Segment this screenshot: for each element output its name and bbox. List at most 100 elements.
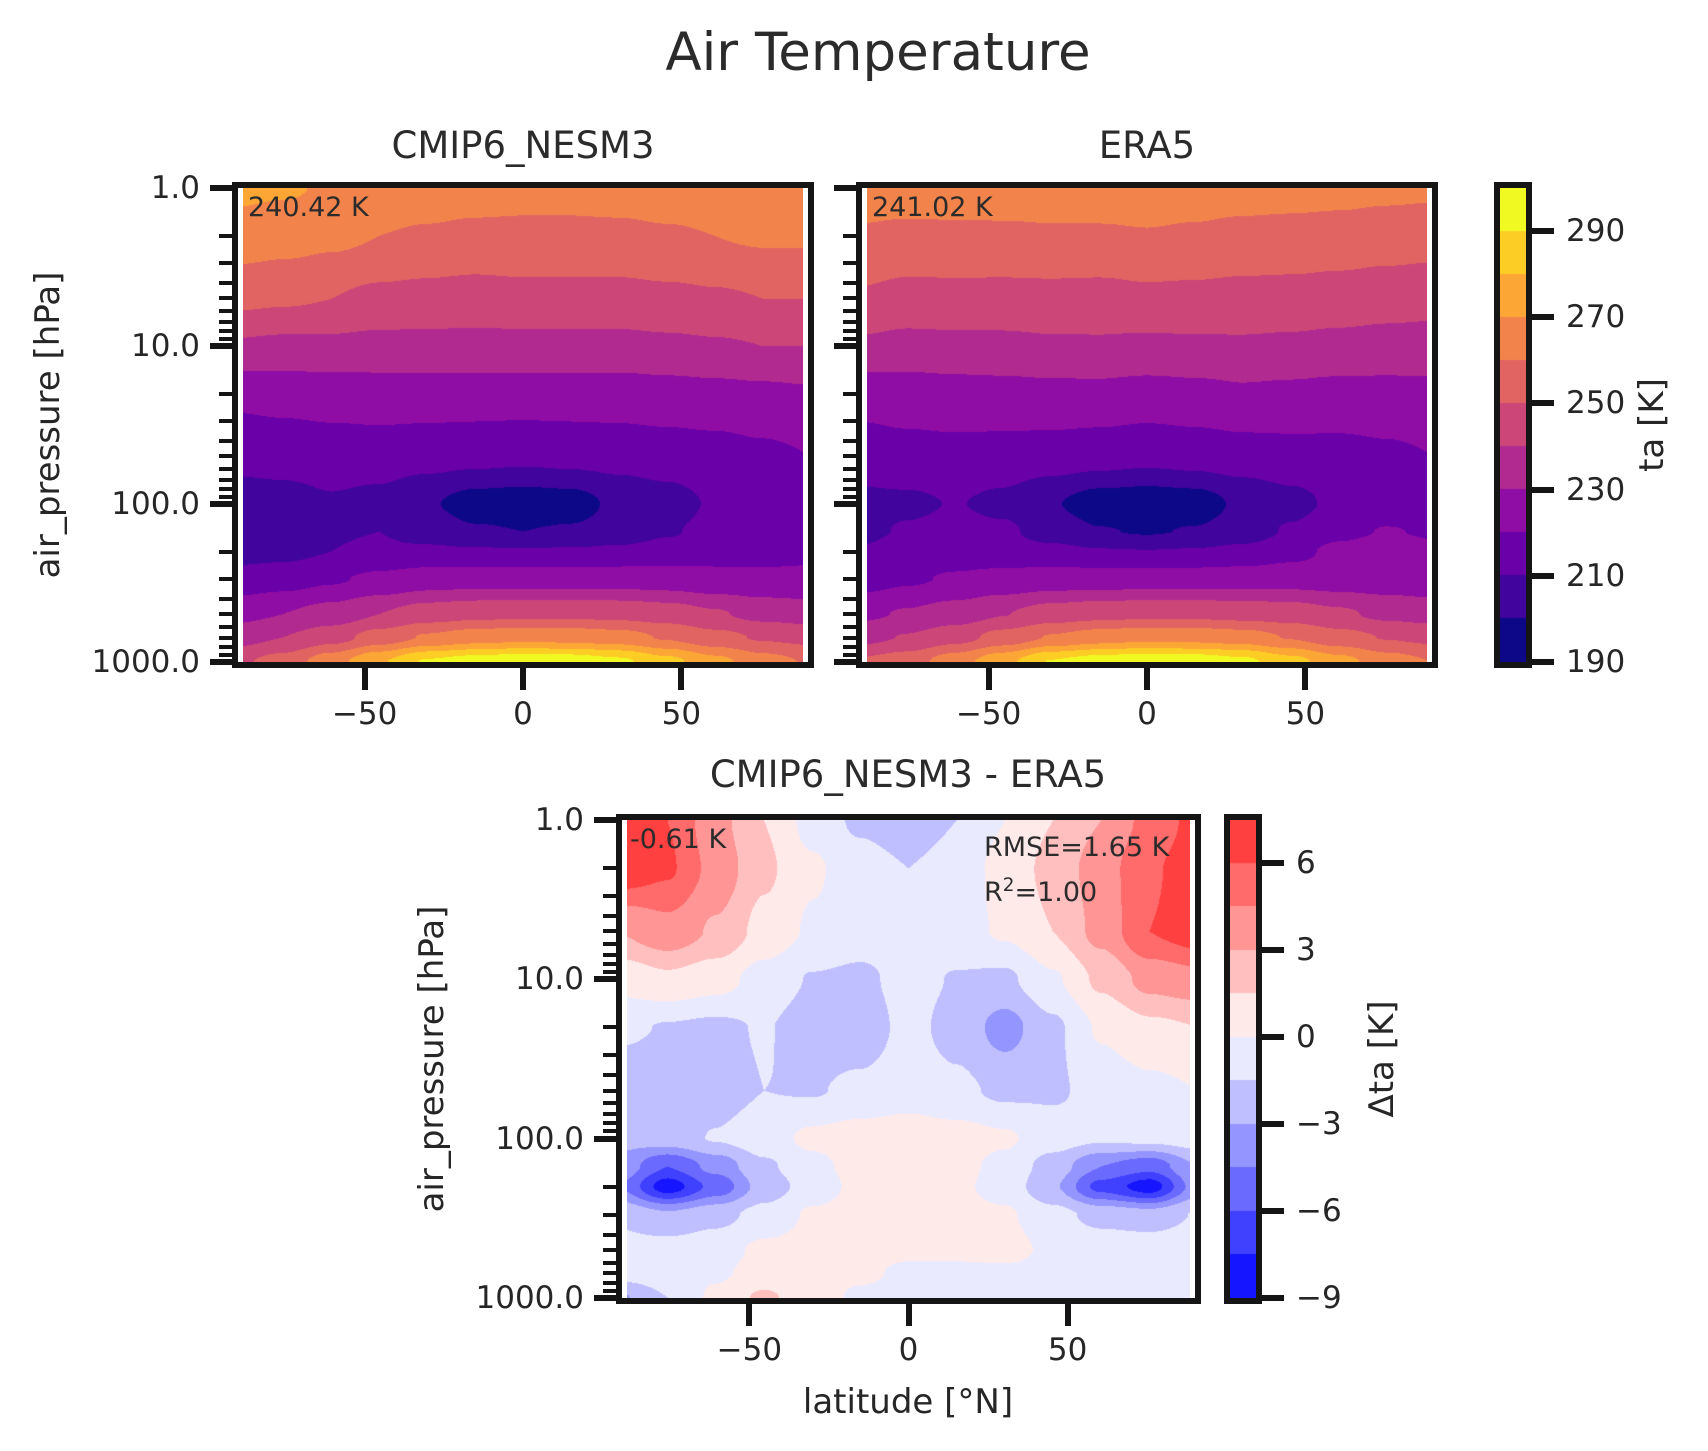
cbar-dta-tick <box>1262 947 1284 954</box>
cbar-ta-tick <box>1532 400 1554 407</box>
cbar-dta-tick-label: 0 <box>1296 1019 1316 1056</box>
panel-title-era5: ERA5 <box>1098 124 1196 167</box>
x-major-tick <box>905 1304 912 1326</box>
y-minor-tick <box>603 1053 616 1058</box>
y-minor-tick <box>603 970 616 975</box>
y-major-tick <box>834 659 856 665</box>
y-minor-tick <box>603 1088 616 1093</box>
y-tick-label: 10.0 <box>130 328 200 364</box>
y-minor-tick <box>843 336 856 341</box>
y-minor-tick <box>219 439 232 444</box>
cbar-ta-tick <box>1532 228 1554 235</box>
cbar-dta-tick <box>1262 860 1284 867</box>
y-tick-label: 1.0 <box>150 170 200 206</box>
x-tick-label: −50 <box>716 1332 783 1368</box>
rmse-annotation: RMSE=1.65 K <box>984 832 1170 863</box>
y-major-tick <box>834 501 856 507</box>
y-minor-tick <box>843 624 856 629</box>
figure-title: Air Temperature <box>665 22 1091 83</box>
mean-annotation-cmip6: 240.42 K <box>248 192 369 223</box>
y-minor-tick <box>843 635 856 640</box>
cbar-dta-tick-label: −9 <box>1296 1280 1342 1316</box>
cbar-dta-tick-label: −3 <box>1296 1106 1342 1143</box>
panel-cmip6: 240.42 K <box>232 182 814 668</box>
y-tick-label: 100.0 <box>495 1120 584 1157</box>
x-major-tick <box>520 668 526 690</box>
colorbar-dta-label: Δta [K] <box>1362 1000 1402 1118</box>
x-tick-label: 0 <box>1137 696 1157 732</box>
y-minor-tick <box>603 1101 616 1106</box>
x-major-tick <box>746 1304 753 1326</box>
y-major-tick <box>834 185 856 191</box>
cbar-dta-tick <box>1262 1208 1284 1215</box>
y-major-tick <box>594 976 616 983</box>
y-minor-tick <box>219 652 232 657</box>
y-minor-tick <box>219 319 232 324</box>
y-minor-tick <box>219 296 232 301</box>
cmip6-contour-canvas <box>243 188 803 662</box>
cbar-ta-tick <box>1532 314 1554 321</box>
y-major-tick <box>210 185 232 191</box>
cbar-ta-tick <box>1532 486 1554 493</box>
y-minor-tick <box>843 612 856 617</box>
x-major-tick <box>1144 668 1150 690</box>
y-major-tick <box>594 1135 616 1142</box>
y-tick-label: 1.0 <box>534 802 584 838</box>
mean-annotation-era5: 241.02 K <box>872 192 993 223</box>
y-minor-tick <box>219 328 232 333</box>
stats-annotation: RMSE=1.65 K R2=1.00 <box>984 826 1169 915</box>
x-major-tick <box>985 668 992 690</box>
y-minor-tick <box>219 549 232 554</box>
y-minor-tick <box>843 261 856 266</box>
y-minor-tick <box>843 328 856 333</box>
y-minor-tick <box>219 233 232 238</box>
y-minor-tick <box>219 391 232 396</box>
y-minor-tick <box>219 494 232 499</box>
y-minor-tick <box>603 894 616 899</box>
y-minor-tick <box>219 466 232 471</box>
y-minor-tick <box>843 644 856 649</box>
x-tick-label: 50 <box>661 696 702 732</box>
y-minor-tick <box>843 419 856 424</box>
y-minor-tick <box>603 941 616 946</box>
x-tick-label: 50 <box>1047 1332 1088 1368</box>
y-minor-tick <box>219 486 232 491</box>
y-minor-tick <box>843 494 856 499</box>
panel-era5: 241.02 K <box>856 182 1438 668</box>
diff-contour-canvas <box>627 820 1190 1298</box>
y-minor-tick <box>603 952 616 957</box>
cbar-ta-tick-label: 250 <box>1566 385 1626 422</box>
panel-title-cmip6: CMIP6_NESM3 <box>391 124 655 167</box>
panel-diff: -0.61 K RMSE=1.65 K R2=1.00 <box>616 814 1201 1304</box>
x-tick-label: 0 <box>898 1332 919 1368</box>
x-tick-label: 0 <box>513 696 533 732</box>
y-minor-tick <box>843 652 856 657</box>
y-axis-label-top: air_pressure [hPa] <box>28 271 68 579</box>
x-major-tick <box>1302 668 1309 690</box>
y-minor-tick <box>603 1260 616 1265</box>
colorbar-dta-canvas <box>1230 820 1256 1298</box>
y-major-tick <box>210 501 232 507</box>
y-minor-tick <box>603 1184 616 1189</box>
x-tick-label: 50 <box>1285 696 1326 732</box>
cbar-ta-tick <box>1532 659 1554 665</box>
y-minor-tick <box>843 486 856 491</box>
y-minor-tick <box>219 419 232 424</box>
cbar-dta-tick <box>1262 1295 1284 1301</box>
y-major-tick <box>594 1295 616 1301</box>
cbar-dta-tick <box>1262 1121 1284 1128</box>
y-minor-tick <box>843 391 856 396</box>
era5-contour-canvas <box>867 188 1427 662</box>
y-minor-tick <box>843 597 856 602</box>
y-major-tick <box>834 343 856 349</box>
x-tick-label: −50 <box>331 696 398 732</box>
cbar-dta-tick-label: 6 <box>1296 845 1316 882</box>
y-minor-tick <box>603 1288 616 1293</box>
y-minor-tick <box>843 549 856 554</box>
y-minor-tick <box>603 1129 616 1134</box>
y-minor-tick <box>603 1073 616 1078</box>
r2-annotation: R2=1.00 <box>984 874 1098 908</box>
y-minor-tick <box>603 961 616 966</box>
y-minor-tick <box>219 577 232 582</box>
